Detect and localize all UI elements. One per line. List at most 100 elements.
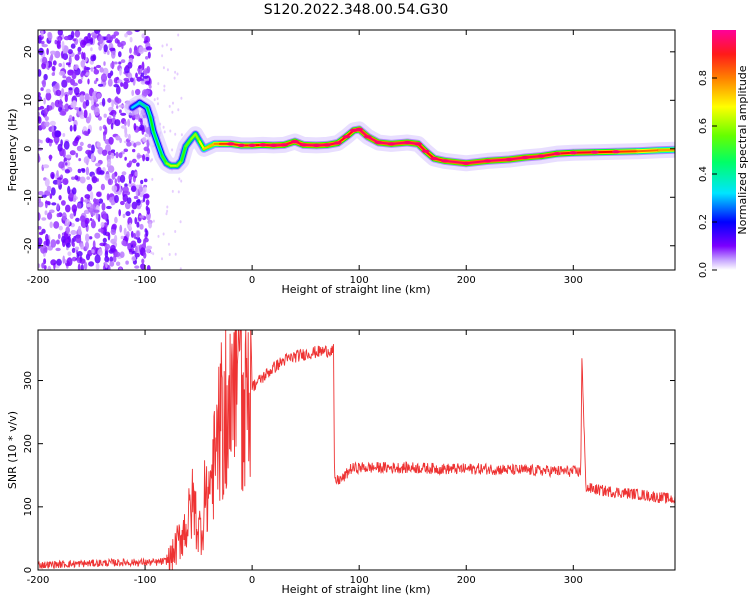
noise-blob bbox=[85, 233, 90, 243]
noise-blob bbox=[118, 51, 122, 58]
ridge-peak bbox=[226, 142, 235, 146]
noise-blob bbox=[166, 209, 169, 213]
noise-blob bbox=[97, 146, 104, 155]
noise-blob bbox=[87, 249, 93, 257]
noise-blob bbox=[132, 148, 136, 153]
noise-blob bbox=[62, 148, 66, 158]
noise-blob bbox=[128, 160, 133, 166]
noise-blob bbox=[108, 115, 112, 120]
noise-blob bbox=[38, 92, 41, 97]
noise-blob bbox=[162, 232, 165, 236]
noise-blob bbox=[106, 40, 112, 44]
noise-blob bbox=[140, 263, 146, 270]
noise-blob bbox=[98, 198, 104, 204]
noise-blob bbox=[98, 228, 104, 233]
ridge-segment bbox=[176, 159, 183, 167]
noise-blob bbox=[114, 119, 121, 127]
noise-blob bbox=[69, 125, 73, 132]
noise-blob bbox=[105, 261, 108, 269]
spectrogram-area bbox=[38, 30, 675, 270]
noise-blob bbox=[63, 140, 70, 150]
noise-blob bbox=[145, 46, 153, 51]
noise-blob bbox=[136, 154, 143, 158]
noise-blob bbox=[115, 261, 121, 267]
noise-blob bbox=[128, 248, 133, 253]
noise-blob bbox=[122, 194, 128, 202]
noise-blob bbox=[121, 240, 127, 246]
noise-blob bbox=[121, 171, 127, 176]
ridge-peak bbox=[258, 143, 267, 147]
noise-blob bbox=[38, 95, 42, 102]
noise-blob bbox=[76, 251, 83, 257]
noise-blob bbox=[179, 220, 182, 224]
noise-blob bbox=[93, 209, 100, 213]
noise-blob bbox=[118, 209, 121, 217]
noise-blob bbox=[86, 183, 93, 192]
noise-blob bbox=[104, 250, 109, 258]
noise-blob bbox=[79, 176, 86, 184]
noise-blob bbox=[128, 222, 132, 230]
noise-blob bbox=[56, 179, 62, 186]
noise-blob bbox=[43, 258, 47, 265]
x-tick-label: 0 bbox=[249, 275, 255, 286]
noise-blob bbox=[139, 215, 145, 219]
noise-blob bbox=[163, 84, 166, 88]
noise-blob bbox=[177, 190, 180, 194]
noise-blob bbox=[153, 98, 156, 102]
ridge-segment bbox=[152, 130, 159, 145]
noise-blob bbox=[105, 144, 111, 153]
noise-blob bbox=[147, 51, 151, 59]
y-tick-label: 0 bbox=[23, 567, 34, 573]
noise-blob bbox=[43, 73, 48, 81]
y-tick-label: 300 bbox=[23, 371, 34, 390]
noise-blob bbox=[38, 138, 42, 144]
noise-blob bbox=[174, 230, 177, 233]
noise-blob bbox=[111, 99, 114, 108]
noise-blob bbox=[66, 257, 73, 266]
noise-blob bbox=[77, 263, 81, 270]
noise-blob bbox=[85, 72, 90, 76]
noise-blob bbox=[128, 173, 133, 182]
noise-blob bbox=[38, 69, 42, 77]
noise-blob bbox=[91, 176, 98, 184]
noise-blob bbox=[171, 148, 174, 152]
noise-blob bbox=[81, 51, 84, 60]
noise-blob bbox=[120, 82, 124, 87]
noise-blob bbox=[69, 213, 74, 220]
ridge-halo bbox=[124, 94, 675, 174]
noise-blob bbox=[129, 77, 134, 83]
noise-blob bbox=[50, 171, 55, 179]
noise-blob bbox=[41, 217, 47, 221]
noise-blob bbox=[124, 120, 127, 127]
noise-blob bbox=[103, 132, 106, 142]
noise-blob bbox=[62, 75, 67, 79]
noise-blob bbox=[171, 189, 174, 193]
noise-blob bbox=[79, 258, 86, 265]
noise-blob bbox=[168, 104, 171, 108]
noise-blob bbox=[134, 30, 140, 33]
noise-blob bbox=[101, 202, 106, 211]
y-tick-label: 200 bbox=[23, 434, 34, 453]
noise-blob bbox=[48, 209, 55, 214]
noise-blob bbox=[69, 150, 76, 156]
noise-blob bbox=[83, 261, 88, 270]
ridge-peak bbox=[333, 141, 342, 145]
noise-blob bbox=[91, 218, 95, 226]
noise-blob bbox=[80, 60, 86, 68]
noise-blob bbox=[38, 36, 42, 44]
noise-blob bbox=[78, 158, 82, 162]
ridge-peak bbox=[299, 143, 308, 147]
noise-blob bbox=[58, 195, 62, 201]
noise-blob bbox=[94, 232, 101, 239]
noise-blob bbox=[62, 52, 69, 61]
noise-blob bbox=[174, 252, 177, 256]
noise-blob bbox=[118, 104, 125, 108]
noise-blob bbox=[126, 231, 130, 238]
noise-blob bbox=[63, 104, 68, 110]
noise-blob bbox=[95, 162, 101, 167]
noise-blob bbox=[56, 213, 61, 218]
noise-blob bbox=[42, 79, 46, 88]
noise-blob bbox=[133, 49, 139, 56]
noise-blob bbox=[66, 242, 71, 248]
noise-blob bbox=[47, 105, 53, 111]
